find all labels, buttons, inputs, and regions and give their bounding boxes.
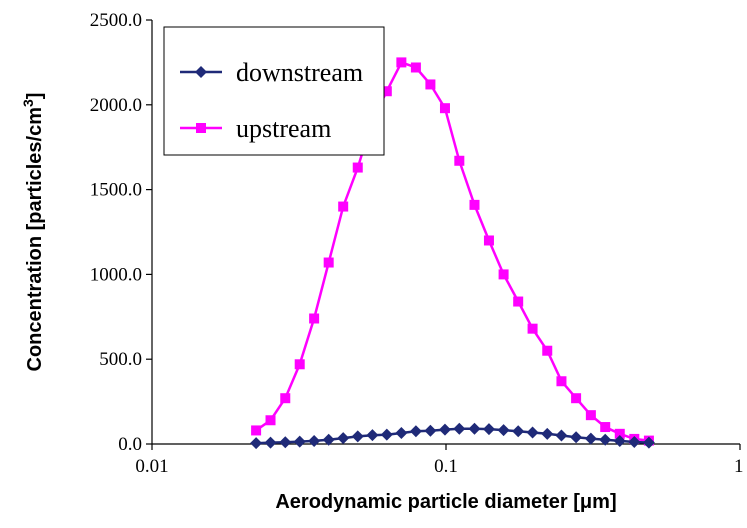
downstream-point xyxy=(497,424,510,437)
upstream-point xyxy=(571,393,582,404)
downstream-point xyxy=(628,435,641,448)
upstream-point xyxy=(556,376,567,387)
downstream-point xyxy=(570,431,583,444)
x-axis-ticks: 0.01 0.1 1 xyxy=(135,444,744,477)
downstream-point xyxy=(613,434,626,447)
downstream-point xyxy=(322,433,335,446)
downstream-point xyxy=(395,426,408,439)
series-downstream xyxy=(250,422,655,450)
downstream-point xyxy=(424,424,437,437)
downstream-line xyxy=(256,427,649,445)
y-tick-label: 500.0 xyxy=(99,349,142,370)
upstream-point xyxy=(527,323,538,334)
downstream-point xyxy=(526,426,539,439)
series-upstream xyxy=(251,57,654,446)
upstream-point xyxy=(294,359,305,370)
y-axis-ticks: 0.0 500.0 1000.0 1500.0 2000.0 2500.0 xyxy=(90,10,152,455)
downstream-point xyxy=(293,435,306,448)
downstream-point xyxy=(366,429,379,442)
upstream-point xyxy=(352,162,363,173)
upstream-point xyxy=(309,313,320,324)
x-tick-label: 0.1 xyxy=(434,456,458,477)
x-tick-label: 0.01 xyxy=(135,456,168,477)
downstream-point xyxy=(351,430,364,443)
downstream-point xyxy=(250,437,263,450)
downstream-point xyxy=(279,436,292,449)
legend-upstream-label: upstream xyxy=(236,114,331,143)
legend-downstream-marker xyxy=(195,66,207,78)
downstream-point xyxy=(409,425,422,438)
upstream-point xyxy=(542,345,553,356)
downstream-point xyxy=(380,428,393,441)
legend: downstream upstream xyxy=(163,26,385,156)
upstream-point xyxy=(323,257,334,268)
x-axis-title: Aerodynamic particle diameter [μm] xyxy=(275,491,616,513)
legend-downstream-label: downstream xyxy=(236,58,363,87)
upstream-point xyxy=(265,415,276,426)
downstream-point xyxy=(264,436,277,449)
downstream-point xyxy=(512,425,525,438)
downstream-point xyxy=(337,432,350,445)
downstream-point xyxy=(642,436,655,449)
downstream-point xyxy=(584,432,597,445)
upstream-point xyxy=(410,62,421,73)
series-layer xyxy=(250,57,655,450)
upstream-point xyxy=(454,155,465,166)
upstream-point xyxy=(483,235,494,246)
upstream-point xyxy=(396,57,407,68)
downstream-point xyxy=(468,422,481,435)
legend-box xyxy=(163,26,385,156)
upstream-point xyxy=(425,79,436,90)
upstream-point xyxy=(439,103,450,114)
downstream-point xyxy=(438,423,451,436)
upstream-point xyxy=(585,410,596,421)
upstream-point xyxy=(280,393,291,404)
y-tick-label: 1500.0 xyxy=(90,180,142,201)
downstream-point xyxy=(555,429,568,442)
y-axis-title: Concentration [particles/cm3] xyxy=(20,93,46,372)
legend-upstream-marker xyxy=(196,123,206,133)
downstream-point xyxy=(308,434,321,447)
upstream-point xyxy=(251,425,262,436)
upstream-line xyxy=(255,60,650,442)
downstream-point xyxy=(541,427,554,440)
upstream-point xyxy=(600,422,611,433)
y-tick-label: 2000.0 xyxy=(90,95,142,116)
upstream-point xyxy=(614,428,625,439)
upstream-point xyxy=(513,296,524,307)
downstream-point xyxy=(599,433,612,446)
y-tick-label: 1000.0 xyxy=(90,264,142,285)
y-tick-label: 0.0 xyxy=(118,434,142,455)
x-tick-label: 1 xyxy=(734,456,744,477)
downstream-point xyxy=(453,422,466,435)
upstream-point xyxy=(338,201,349,212)
upstream-point xyxy=(469,199,480,210)
upstream-point xyxy=(498,269,509,280)
y-tick-label: 2500.0 xyxy=(90,10,142,31)
downstream-point xyxy=(482,423,495,436)
upstream-point xyxy=(381,86,392,97)
